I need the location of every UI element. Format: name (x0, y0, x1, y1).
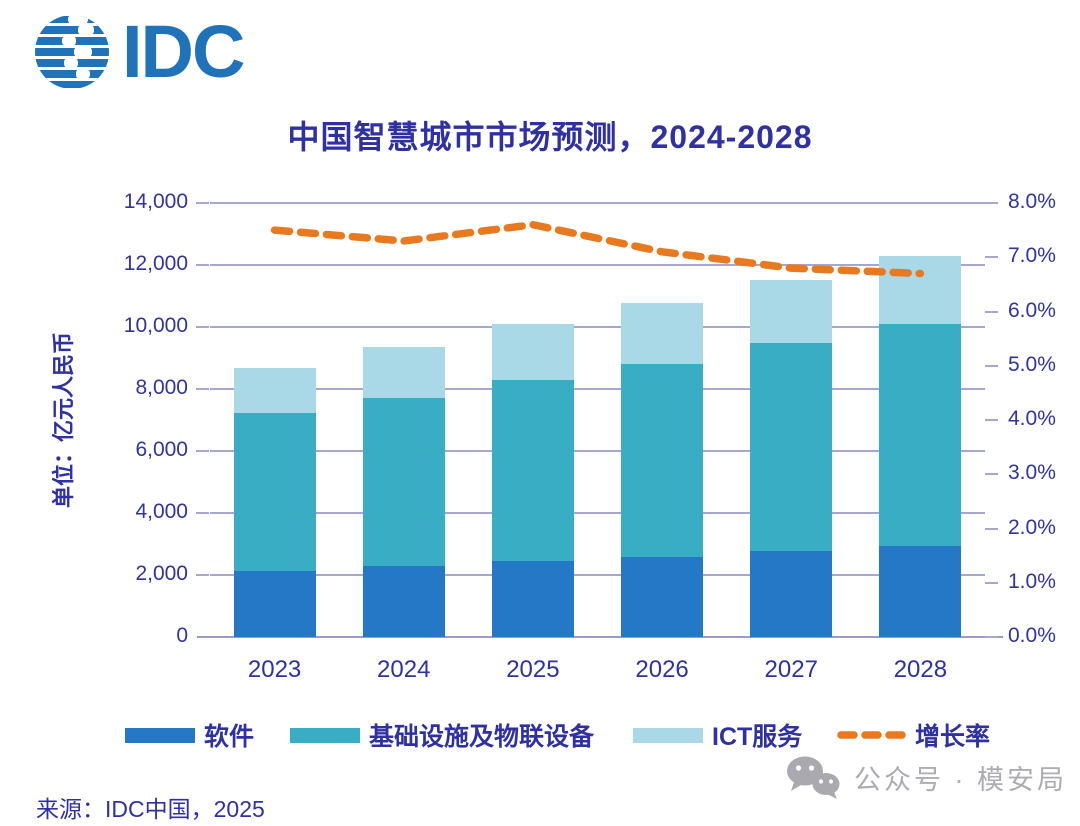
gridline (210, 574, 985, 576)
watermark-text: 公众号 · 模安局 (854, 764, 1067, 795)
legend-item-growth: 增长率 (836, 718, 990, 752)
legend-label-growth: 增长率 (915, 723, 991, 751)
left-axis-tick-label: 14,000 (123, 190, 188, 213)
bar-segment-2028-0 (879, 545, 962, 637)
right-axis-tick-label: 4.0% (1008, 407, 1056, 430)
bar-segment-2023-1 (233, 412, 316, 571)
left-tick-mark (196, 574, 209, 576)
chart-title: 中国智慧城市市场预测，2024-2028 (287, 119, 813, 155)
left-axis-tick-label: 2,000 (135, 562, 188, 585)
bar-segment-2027-1 (750, 343, 833, 552)
bar-segment-2026-1 (621, 363, 704, 557)
bar-segment-2025-2 (491, 323, 574, 380)
gridline (210, 388, 985, 390)
y-axis-title: 单位：亿元人民币 (51, 331, 76, 509)
idc-globe-icon (35, 15, 109, 88)
left-tick-mark (196, 450, 209, 452)
right-axis-tick-label: 2.0% (1008, 515, 1056, 539)
bar-segment-2024-1 (362, 397, 445, 566)
x-axis-label: 2023 (247, 656, 302, 683)
wechat-icon (787, 756, 840, 799)
left-axis-tick-label: 6,000 (135, 438, 188, 461)
x-axis-label: 2025 (506, 656, 560, 683)
bar-segment-2027-2 (750, 279, 833, 344)
right-tick-mark (985, 527, 998, 530)
bar-segment-2028-2 (879, 256, 962, 324)
bar-segment-2027-0 (750, 551, 833, 637)
idc-logo: IDC (32, 10, 245, 93)
left-axis-tick-label: 4,000 (135, 500, 188, 523)
legend-label-ict: ICT服务 (712, 723, 803, 751)
left-axis-tick-label: 12,000 (123, 252, 188, 275)
legend-item-software: 软件 (125, 718, 254, 752)
bar-segment-2024-2 (362, 346, 445, 398)
gridline (210, 512, 985, 514)
right-tick-mark (985, 310, 998, 313)
right-tick-mark (985, 419, 998, 421)
left-axis-tick-label: 8,000 (135, 376, 188, 399)
right-axis-tick-label: 1.0% (1008, 569, 1056, 593)
bar-segment-2023-0 (233, 570, 316, 637)
left-tick-mark (196, 264, 209, 266)
x-axis-label: 2026 (635, 656, 689, 683)
software-swatch-icon (125, 727, 195, 743)
left-tick-mark (196, 512, 209, 514)
source-note: 来源：IDC中国，2025 (36, 796, 265, 822)
left-tick-mark (196, 202, 209, 204)
right-tick-mark (985, 256, 998, 259)
bar-segment-2025-1 (491, 380, 574, 562)
gridline (210, 202, 985, 204)
right-axis-tick-label: 3.0% (1008, 461, 1056, 485)
right-axis-tick-label: 7.0% (1008, 244, 1056, 268)
x-axis-label: 2024 (377, 656, 431, 683)
right-axis-tick-label: 6.0% (1008, 298, 1056, 322)
right-tick-mark (985, 473, 998, 476)
dashed-line-swatch-icon (837, 731, 906, 739)
bar-segment-2023-2 (233, 367, 316, 413)
left-axis-tick-label: 0 (176, 624, 188, 647)
ict-swatch-icon (633, 727, 703, 743)
watermark: 公众号 · 模安局 (784, 754, 1067, 800)
x-axis-line (197, 636, 1003, 638)
gridline (210, 264, 985, 266)
bar-segment-2025-0 (491, 561, 574, 637)
right-axis-tick-label: 0.0% (1008, 624, 1056, 647)
idc-logo-text: IDC (122, 10, 245, 93)
right-axis-tick-label: 5.0% (1008, 352, 1056, 376)
left-tick-mark (196, 326, 209, 328)
right-tick-mark (985, 202, 998, 204)
x-axis-label: 2028 (893, 656, 948, 683)
gridline (210, 450, 985, 452)
bar-segment-2026-0 (621, 557, 704, 637)
bar-segment-2024-0 (362, 566, 445, 637)
bar-segment-2028-1 (879, 323, 962, 546)
legend-item-infrastructure: 基础设施及物联设备 (290, 718, 594, 752)
right-axis-tick-label: 8.0% (1008, 190, 1056, 213)
gridline (210, 326, 985, 328)
left-tick-mark (196, 388, 209, 390)
right-tick-mark (985, 364, 998, 367)
infrastructure-swatch-icon (290, 727, 360, 743)
right-tick-mark (985, 636, 998, 638)
right-tick-mark (985, 581, 998, 584)
legend-item-ict: ICT服务 (633, 718, 802, 752)
legend: 软件 基础设施及物联设备 ICT服务 增长率 (0, 718, 1080, 752)
x-axis-label: 2027 (764, 656, 818, 683)
legend-label-software: 软件 (204, 723, 255, 751)
legend-label-infrastructure: 基础设施及物联设备 (369, 723, 595, 751)
bar-segment-2026-2 (621, 302, 704, 364)
left-axis-tick-label: 10,000 (123, 314, 188, 337)
